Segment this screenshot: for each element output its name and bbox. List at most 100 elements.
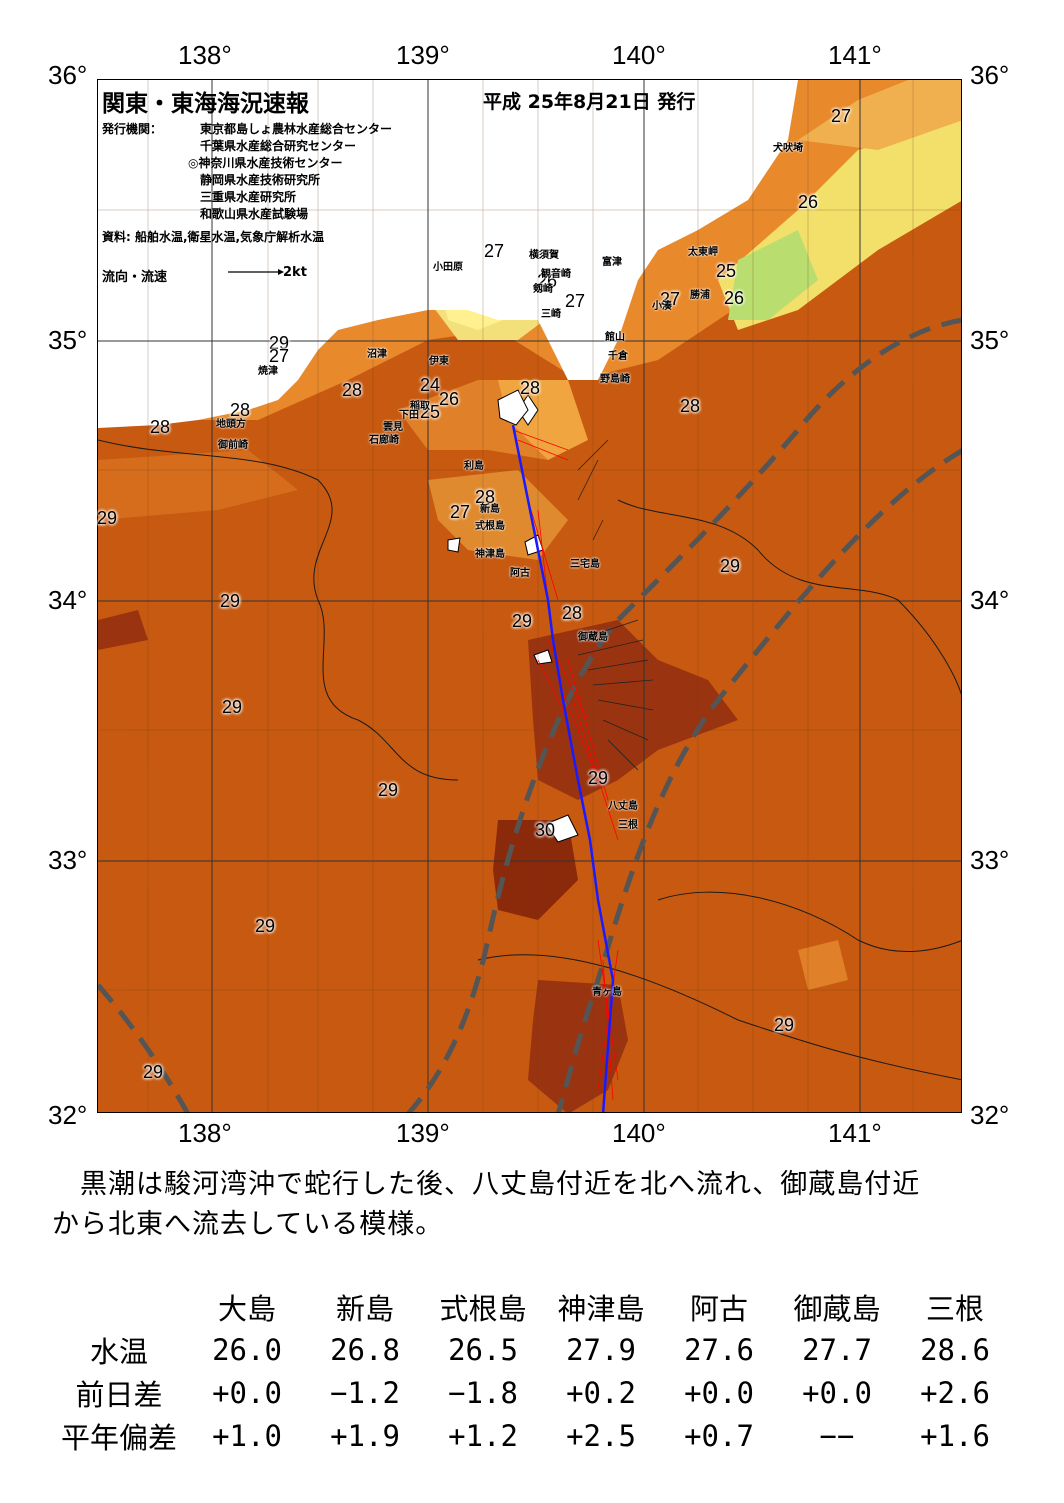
map-title: 関東・東海海況速報 bbox=[102, 91, 309, 117]
place-label: 稲取 bbox=[410, 401, 430, 412]
place-label: 下田 bbox=[399, 410, 419, 421]
lat-label-right: 32° bbox=[970, 1100, 1010, 1130]
place-label: 利島 bbox=[464, 461, 484, 472]
place-label: 御前崎 bbox=[218, 440, 248, 451]
column-header: 阿古 bbox=[689, 1291, 748, 1326]
table-cell: 28.6 bbox=[920, 1332, 990, 1367]
temp-label: 29 bbox=[97, 508, 118, 528]
temp-label: 28 bbox=[342, 380, 363, 400]
lat-label-left: 32° bbox=[48, 1100, 88, 1130]
place-label: 太東岬 bbox=[688, 247, 718, 258]
table-cell: +0.2 bbox=[566, 1375, 636, 1410]
table-cell: −1.8 bbox=[448, 1375, 518, 1410]
temp-label: 26 bbox=[439, 389, 460, 409]
sea-temperature-map bbox=[97, 79, 962, 1113]
place-label: 犬吠埼 bbox=[773, 143, 803, 154]
issuer-line: 千葉県水産総合研究センター bbox=[200, 139, 357, 153]
lat-label-right: 36° bbox=[970, 60, 1010, 90]
column-header: 新島 bbox=[335, 1291, 394, 1326]
temp-label: 28 bbox=[150, 417, 171, 437]
place-label: 剱崎 bbox=[533, 284, 553, 295]
place-label: 富津 bbox=[602, 257, 622, 268]
temp-label: 28 bbox=[230, 400, 251, 420]
temp-label: 29 bbox=[269, 333, 290, 353]
temp-label: 27 bbox=[484, 241, 505, 261]
corner-cell bbox=[50, 1285, 188, 1328]
temp-label: 29 bbox=[720, 556, 741, 576]
temp-label: 28 bbox=[562, 603, 583, 623]
table-cell: 26.8 bbox=[330, 1332, 400, 1367]
place-label: 御蔵島 bbox=[578, 632, 608, 643]
place-label: 雲見 bbox=[383, 422, 403, 433]
place-label: 沼津 bbox=[367, 349, 387, 360]
temp-label: 29 bbox=[255, 916, 276, 936]
lon-label-top: 138° bbox=[178, 40, 232, 70]
temp-label: 27 bbox=[269, 346, 290, 366]
temp-label: 27 bbox=[450, 502, 471, 522]
lat-label-left: 36° bbox=[48, 60, 88, 90]
table-cell: 26.5 bbox=[448, 1332, 518, 1367]
temp-label: 28 bbox=[520, 378, 541, 398]
table-cell: +1.6 bbox=[920, 1418, 990, 1453]
table-cell: +2.5 bbox=[566, 1418, 636, 1453]
temp-label: 25 bbox=[716, 261, 737, 281]
place-label: 横須賀 bbox=[529, 250, 559, 261]
table-cell: 27.9 bbox=[566, 1332, 636, 1367]
table-cell: +1.0 bbox=[212, 1418, 282, 1453]
column-header: 大島 bbox=[217, 1291, 276, 1326]
issuer-line: ◎神奈川県水産技術センター bbox=[188, 156, 343, 170]
place-label: 野島崎 bbox=[600, 374, 630, 385]
table-row: 前日差 +0.0 −1.2 −1.8 +0.2 +0.0 +0.0 +2.6 bbox=[50, 1371, 1014, 1414]
temp-label: 29 bbox=[774, 1015, 795, 1035]
place-label: 石廊崎 bbox=[369, 435, 399, 446]
place-label: 館山 bbox=[605, 332, 625, 343]
table-cell: −1.2 bbox=[330, 1375, 400, 1410]
table-cell: 27.7 bbox=[802, 1332, 872, 1367]
place-label: 焼津 bbox=[258, 366, 278, 377]
place-label: 三崎 bbox=[541, 309, 561, 320]
issuer-line: 静岡県水産技術研究所 bbox=[200, 173, 321, 187]
temp-label: 27 bbox=[660, 289, 681, 309]
temp-label: 27 bbox=[565, 291, 586, 311]
place-label: 小湊 bbox=[652, 301, 672, 312]
temp-label: 29 bbox=[143, 1062, 164, 1082]
table-cell: +1.9 bbox=[330, 1418, 400, 1453]
place-label: 式根島 bbox=[475, 521, 505, 532]
table-cell: −− bbox=[819, 1418, 855, 1453]
legend-label: 流向・流速 bbox=[102, 270, 168, 285]
temp-label: 29 bbox=[378, 780, 399, 800]
summary-line: 黒潮は駿河湾沖で蛇行した後、八丈島付近を北へ流れ、御蔵島付近 bbox=[80, 1169, 921, 1200]
lon-label-top: 141° bbox=[828, 40, 882, 70]
lon-label-bottom: 141° bbox=[828, 1118, 882, 1148]
table-cell: +0.0 bbox=[212, 1375, 282, 1410]
place-label: 新島 bbox=[480, 504, 500, 515]
place-label: 八丈島 bbox=[608, 801, 638, 812]
lat-label-left: 34° bbox=[48, 585, 88, 615]
table-cell: 27.6 bbox=[684, 1332, 754, 1367]
place-label: 阿古 bbox=[510, 568, 530, 579]
column-header: 式根島 bbox=[439, 1291, 527, 1326]
temp-label: 28 bbox=[680, 396, 701, 416]
row-header: 前日差 bbox=[75, 1377, 163, 1412]
table-cell: +2.6 bbox=[920, 1375, 990, 1410]
lon-label-bottom: 139° bbox=[396, 1118, 450, 1148]
place-label: 観音崎 bbox=[541, 269, 571, 280]
issuer-line: 和歌山県水産試験場 bbox=[200, 207, 309, 221]
temp-label: 29 bbox=[588, 768, 609, 788]
temp-label: 26 bbox=[798, 192, 819, 212]
temp-label: 29 bbox=[222, 697, 243, 717]
temp-label: 28 bbox=[475, 487, 496, 507]
table-cell: +0.0 bbox=[802, 1375, 872, 1410]
data-source: 資料: 船舶水温,衛星水温,気象庁解析水温 bbox=[102, 230, 325, 244]
place-label: 勝浦 bbox=[690, 290, 710, 301]
place-label: 千倉 bbox=[608, 351, 628, 362]
lon-label-top: 140° bbox=[612, 40, 666, 70]
place-label: 神津島 bbox=[475, 549, 505, 560]
column-header: 神津島 bbox=[557, 1291, 645, 1326]
lat-label-right: 35° bbox=[970, 325, 1010, 355]
table-row: 水温 26.0 26.8 26.5 27.9 27.6 27.7 28.6 bbox=[50, 1328, 1014, 1371]
map-canvas bbox=[98, 80, 961, 1112]
place-label: 小田原 bbox=[433, 262, 463, 273]
table-cell: +0.7 bbox=[684, 1418, 754, 1453]
lat-label-right: 34° bbox=[970, 585, 1010, 615]
